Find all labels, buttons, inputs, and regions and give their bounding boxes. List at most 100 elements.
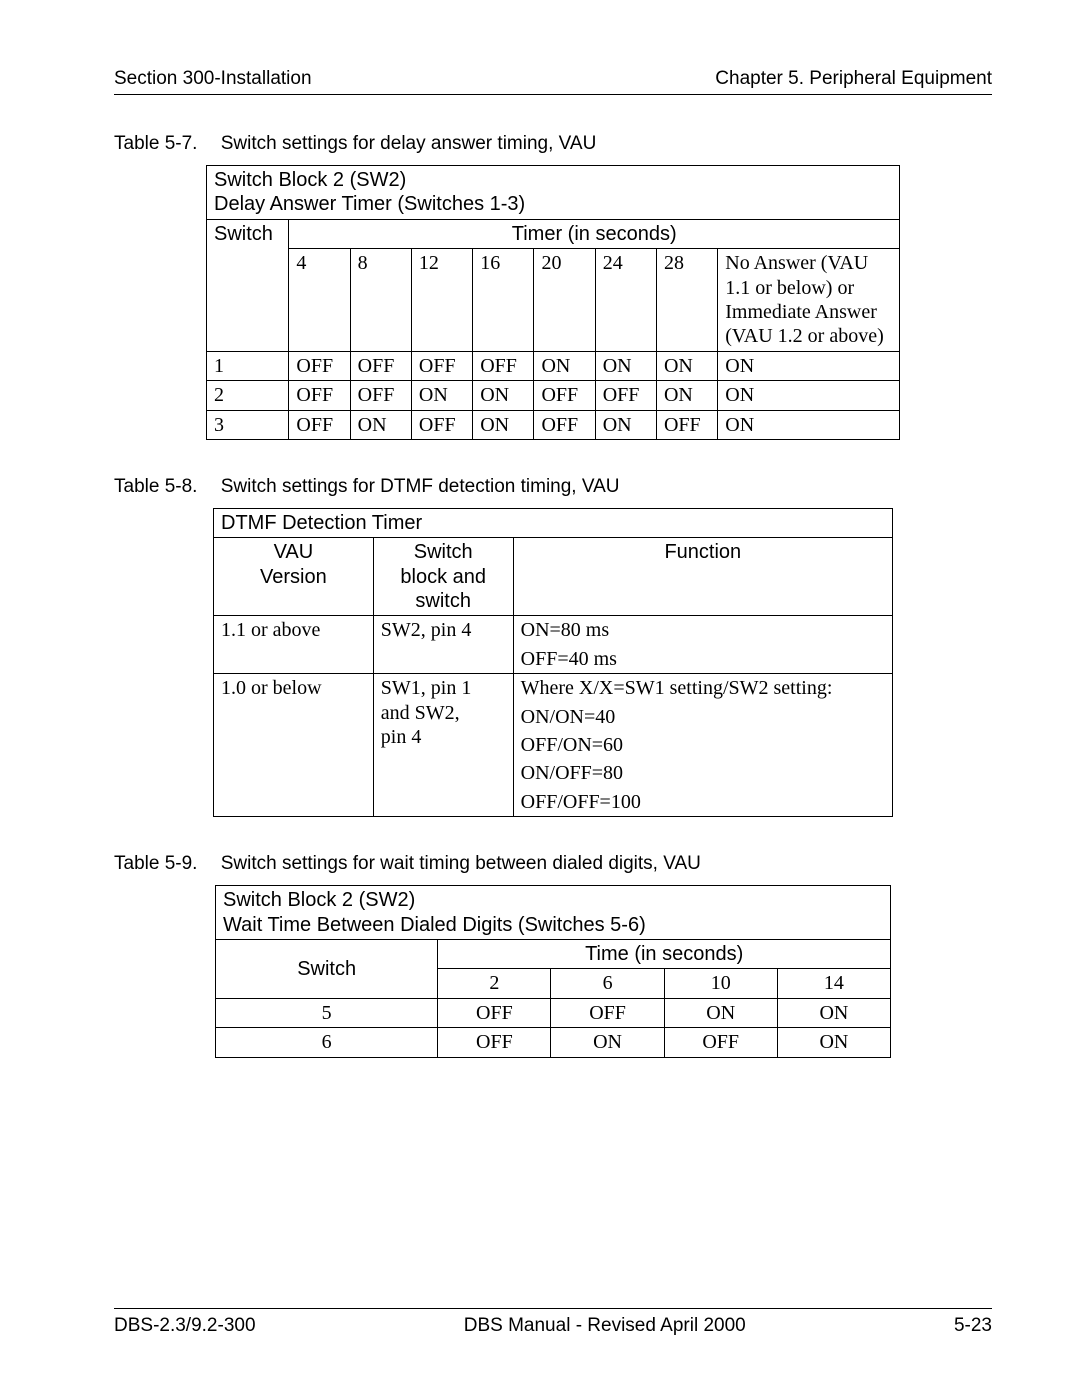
t59-block-header: Switch Block 2 (SW2)Wait Time Between Di…	[216, 886, 891, 940]
t57-timer-header: 20	[534, 249, 595, 352]
t57-value-cell: ON	[656, 351, 717, 380]
t57-timer-header: 12	[411, 249, 472, 352]
t57-value-cell: OFF	[350, 351, 411, 380]
t59-switch-cell: 6	[216, 1028, 438, 1057]
t59-col-time: Time (in seconds)	[438, 939, 891, 968]
t57-col-switch: Switch	[207, 219, 289, 351]
table-row: 3OFFONOFFONOFFONOFFON	[207, 410, 900, 439]
t58-function-line: ON=80 ms	[521, 618, 885, 642]
t57-value-cell: ON	[656, 381, 717, 410]
footer-center: DBS Manual - Revised April 2000	[464, 1315, 746, 1337]
t57-timer-header: 28	[656, 249, 717, 352]
t57-value-cell: OFF	[656, 410, 717, 439]
t59-value-cell: ON	[777, 998, 890, 1027]
header-left: Section 300-Installation	[114, 68, 312, 90]
table-5-9-caption: Table 5-9. Switch settings for wait timi…	[114, 853, 992, 875]
t57-value-cell: OFF	[289, 381, 350, 410]
t57-value-cell: OFF	[289, 351, 350, 380]
t58-function-line: ON/OFF=80	[521, 761, 885, 785]
t57-value-cell: ON	[411, 381, 472, 410]
t58-function-line: Where X/X=SW1 setting/SW2 setting:	[521, 676, 885, 700]
t57-timer-header: 8	[350, 249, 411, 352]
t59-value-cell: OFF	[438, 1028, 551, 1057]
table-5-9-number: Table 5-9.	[114, 853, 197, 875]
t57-block-header: Switch Block 2 (SW2)Delay Answer Timer (…	[207, 166, 900, 220]
t57-switch-cell: 1	[207, 351, 289, 380]
t58-function-line: ON/ON=40	[521, 705, 885, 729]
table-5-7-number: Table 5-7.	[114, 133, 197, 155]
footer-rule	[114, 1308, 992, 1309]
footer-right: 5-23	[954, 1315, 992, 1337]
t57-value-cell: OFF	[595, 381, 656, 410]
t58-col2: Switchblock andswitch	[373, 538, 513, 616]
t59-value-cell: OFF	[551, 998, 664, 1027]
t59-value-cell: ON	[664, 998, 777, 1027]
t57-value-cell: OFF	[350, 381, 411, 410]
t59-block-header-text: Switch Block 2 (SW2)Wait Time Between Di…	[223, 889, 646, 935]
table-5-9-title: Switch settings for wait timing between …	[221, 853, 701, 874]
t58-col2-text: Switchblock andswitch	[400, 541, 486, 612]
table-row: 6OFFONOFFON	[216, 1028, 891, 1057]
t57-value-cell: OFF	[534, 410, 595, 439]
t58-vau-cell: 1.0 or below	[214, 674, 374, 817]
t57-value-cell: OFF	[411, 410, 472, 439]
t58-function-cell: ON=80 ms OFF=40 ms	[513, 616, 892, 674]
t57-value-cell: ON	[473, 381, 534, 410]
t57-col-timer: Timer (in seconds)	[289, 219, 900, 248]
table-row: 1.0 or belowSW1, pin 1and SW2,pin 4Where…	[214, 674, 893, 817]
t58-function-line: OFF/OFF=100	[521, 790, 885, 814]
t57-value-cell: ON	[595, 351, 656, 380]
table-5-7-caption: Table 5-7. Switch settings for delay ans…	[114, 133, 992, 155]
t57-switch-cell: 3	[207, 410, 289, 439]
t57-value-cell: ON	[534, 351, 595, 380]
table-5-7: Switch Block 2 (SW2)Delay Answer Timer (…	[206, 165, 900, 440]
t57-value-cell: ON	[350, 410, 411, 439]
t57-value-cell: ON	[718, 381, 900, 410]
header-rule	[114, 94, 992, 95]
t57-value-cell: ON	[595, 410, 656, 439]
table-row: 1.1 or aboveSW2, pin 4 ON=80 ms OFF=40 ms	[214, 616, 893, 674]
t58-function-line: OFF/ON=60	[521, 733, 885, 757]
t58-function-line: OFF=40 ms	[521, 647, 885, 671]
table-5-9: Switch Block 2 (SW2)Wait Time Between Di…	[215, 885, 891, 1057]
t57-value-cell: OFF	[411, 351, 472, 380]
header-right: Chapter 5. Peripheral Equipment	[715, 68, 992, 90]
t59-value-cell: OFF	[664, 1028, 777, 1057]
table-5-7-title: Switch settings for delay answer timing,…	[221, 133, 597, 154]
t58-col3: Function	[513, 538, 892, 616]
t57-value-cell: ON	[718, 410, 900, 439]
t57-value-cell: ON	[473, 410, 534, 439]
table-row: 1OFFOFFOFFOFFONONONON	[207, 351, 900, 380]
t59-value-cell: ON	[777, 1028, 890, 1057]
t59-value-cell: ON	[551, 1028, 664, 1057]
table-5-8-number: Table 5-8.	[114, 476, 197, 498]
t57-value-cell: ON	[718, 351, 900, 380]
table-row: 2OFFOFFONONOFFOFFONON	[207, 381, 900, 410]
table-5-8-caption: Table 5-8. Switch settings for DTMF dete…	[114, 476, 992, 498]
t58-vau-cell: 1.1 or above	[214, 616, 374, 674]
table-row: 5OFFOFFONON	[216, 998, 891, 1027]
table-5-8-title: Switch settings for DTMF detection timin…	[221, 476, 620, 497]
t57-value-cell: OFF	[289, 410, 350, 439]
t58-header: DTMF Detection Timer	[214, 508, 893, 537]
t58-switch-cell: SW2, pin 4	[373, 616, 513, 674]
t59-col-switch: Switch	[216, 939, 438, 998]
t58-switch-cell: SW1, pin 1and SW2,pin 4	[373, 674, 513, 817]
footer-left: DBS-2.3/9.2-300	[114, 1315, 256, 1337]
page-footer: DBS-2.3/9.2-300 DBS Manual - Revised Apr…	[114, 1308, 992, 1337]
t59-value-cell: OFF	[438, 998, 551, 1027]
t59-time-header: 14	[777, 969, 890, 998]
t57-timer-header: 4	[289, 249, 350, 352]
table-5-8: DTMF Detection Timer VAUVersion Switchbl…	[213, 508, 893, 817]
t57-timer-header: No Answer (VAU 1.1 or below) or Immediat…	[718, 249, 900, 352]
t59-time-header: 2	[438, 969, 551, 998]
t59-switch-cell: 5	[216, 998, 438, 1027]
t58-col1-text: VAUVersion	[260, 541, 327, 587]
t57-block-header-text: Switch Block 2 (SW2)Delay Answer Timer (…	[214, 169, 525, 215]
t57-value-cell: OFF	[473, 351, 534, 380]
t57-timer-header: 24	[595, 249, 656, 352]
t58-col1: VAUVersion	[214, 538, 374, 616]
t59-time-header: 10	[664, 969, 777, 998]
t58-function-cell: Where X/X=SW1 setting/SW2 setting: ON/ON=…	[513, 674, 892, 817]
t57-timer-header: 16	[473, 249, 534, 352]
